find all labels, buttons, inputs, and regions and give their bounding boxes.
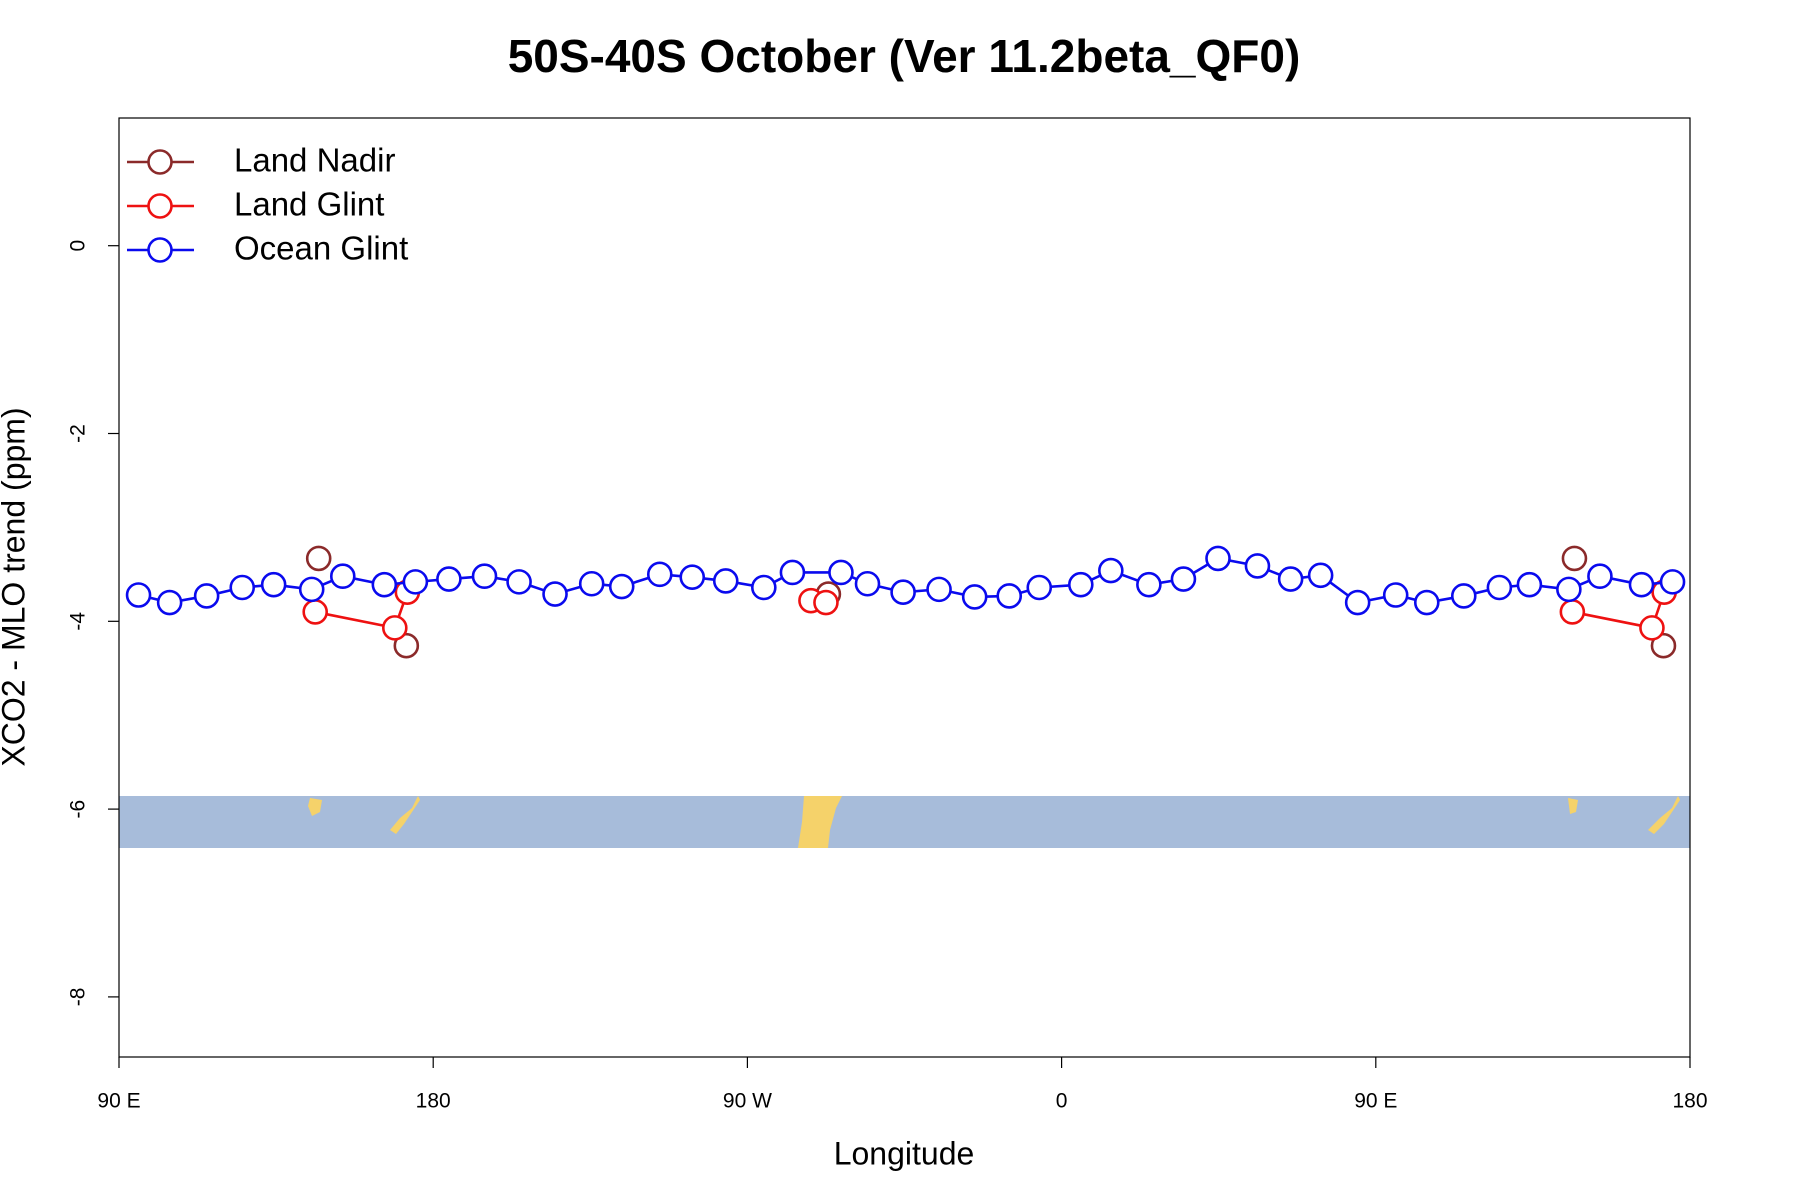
- data-point: [1516, 571, 1543, 598]
- x-tick-label: 90 E: [97, 1090, 140, 1113]
- data-point: [125, 582, 152, 608]
- data-point: [305, 545, 332, 572]
- legend-marker: [147, 237, 173, 263]
- data-point: [1244, 553, 1271, 579]
- data-point: [578, 570, 605, 597]
- data-point: [1559, 599, 1586, 625]
- data-point: [828, 559, 854, 586]
- data-point: [1486, 574, 1513, 601]
- data-point: [260, 571, 287, 598]
- data-point: [646, 561, 673, 588]
- data-point: [679, 564, 706, 590]
- data-point: [471, 563, 498, 590]
- data-point: [402, 569, 429, 595]
- x-tick-label: 180: [416, 1090, 451, 1113]
- land-shape: [308, 798, 322, 816]
- legend-label: Land Glint: [234, 186, 384, 223]
- data-point: [1639, 615, 1665, 641]
- y-tick-label: -2: [67, 424, 90, 443]
- data-point: [1277, 566, 1304, 592]
- map-strip: [119, 796, 1690, 848]
- data-point: [926, 576, 952, 603]
- land-shape: [1568, 798, 1578, 814]
- data-point: [1587, 563, 1613, 590]
- plot-frame: [118, 117, 1691, 1058]
- data-point: [1650, 632, 1677, 659]
- data-point: [1628, 571, 1655, 598]
- data-point: [1561, 545, 1588, 572]
- data-point: [961, 584, 988, 610]
- data-point: [302, 599, 329, 625]
- chart-title: 50S-40S October (Ver 11.2beta_QF0): [508, 30, 1301, 82]
- x-tick-label: 180: [1672, 1090, 1707, 1113]
- x-axis-label: Longitude: [834, 1135, 975, 1171]
- data-point: [1068, 571, 1094, 598]
- data-point: [298, 576, 325, 603]
- x-tick-label: 90 W: [723, 1090, 772, 1113]
- data-point: [156, 589, 183, 616]
- data-point: [381, 615, 408, 641]
- data-point: [371, 571, 398, 598]
- data-point: [1205, 545, 1231, 572]
- data-point: [1136, 571, 1162, 598]
- data-point: [436, 566, 462, 592]
- data-point: [1382, 582, 1409, 608]
- data-point: [1307, 562, 1334, 589]
- y-tick-label: -4: [67, 612, 90, 631]
- data-point: [1413, 589, 1440, 616]
- y-tick-label: -6: [67, 800, 90, 819]
- x-tick-label: 90 E: [1354, 1090, 1397, 1113]
- data-point: [1556, 576, 1582, 603]
- legend-marker: [147, 193, 173, 219]
- data-point: [229, 574, 256, 601]
- legend-marker: [147, 149, 173, 175]
- data-point: [1026, 574, 1053, 601]
- data-point: [751, 574, 777, 601]
- data-point: [1344, 589, 1371, 616]
- ocean-strip: [119, 796, 1690, 848]
- data-point: [608, 573, 635, 600]
- data-point: [890, 579, 916, 605]
- data-point: [712, 568, 739, 594]
- data-point: [393, 632, 420, 659]
- x-tick-label: 0: [1056, 1090, 1068, 1113]
- data-point: [542, 581, 568, 607]
- data-point: [1450, 583, 1477, 609]
- legend-label: Ocean Glint: [234, 230, 408, 267]
- y-tick-label: 0: [67, 240, 90, 252]
- y-tick-label: -8: [67, 988, 90, 1007]
- land-shape: [798, 796, 842, 848]
- data-point: [193, 583, 220, 609]
- y-axis-label: XCO2 - MLO trend (ppm): [0, 407, 31, 766]
- data-point: [1170, 566, 1197, 592]
- land-shape: [1648, 796, 1680, 834]
- land-shape: [390, 796, 420, 834]
- legend-label: Land Nadir: [234, 142, 395, 179]
- data-point: [813, 589, 839, 616]
- data-point: [779, 559, 806, 586]
- data-point: [854, 570, 881, 597]
- data-point: [1098, 557, 1124, 584]
- data-point: [1659, 569, 1686, 595]
- data-point: [506, 569, 532, 595]
- data-point: [329, 563, 356, 590]
- data-point: [996, 583, 1023, 609]
